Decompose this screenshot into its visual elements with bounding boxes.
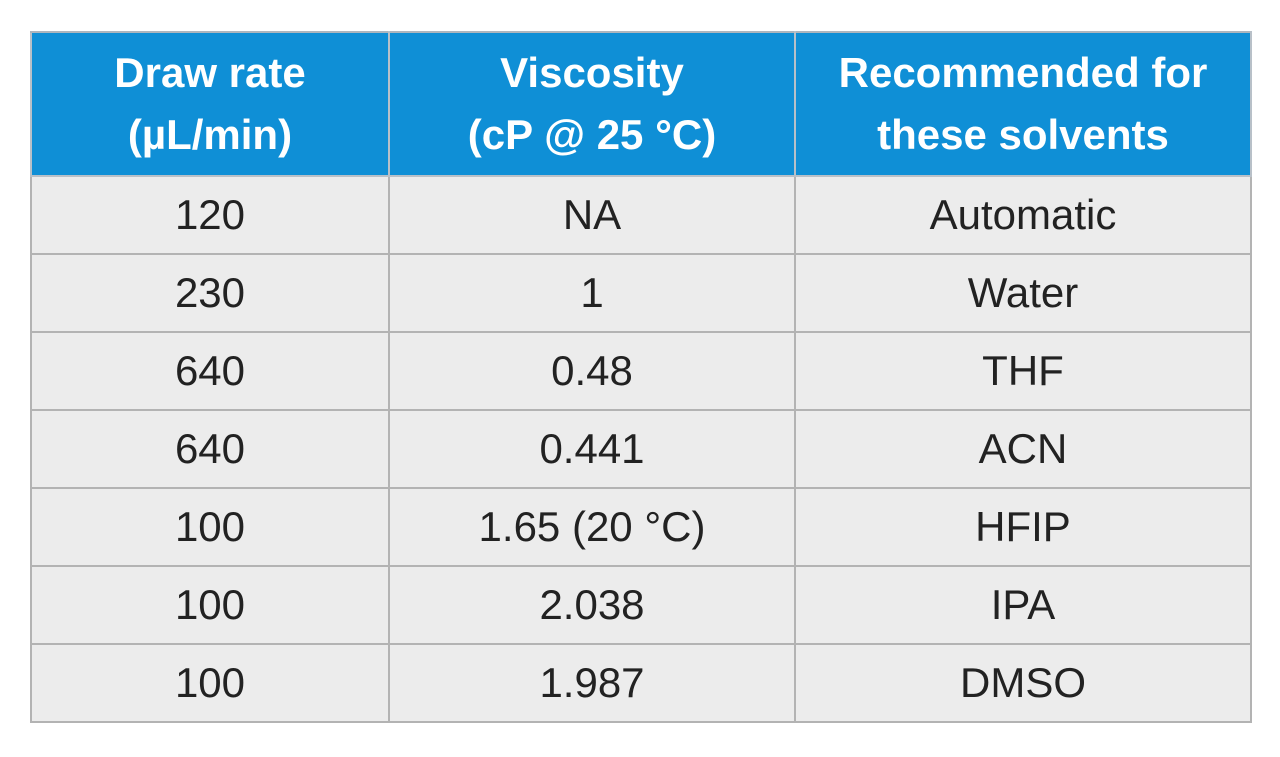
cell-solvent: THF: [794, 331, 1252, 411]
cell-viscosity: 1.65 (20 °C): [388, 487, 796, 567]
cell-viscosity: NA: [388, 175, 796, 255]
header-viscosity-line-1: Viscosity: [500, 49, 684, 96]
cell-solvent: Automatic: [794, 175, 1252, 255]
table-row: 640 0.48 THF: [30, 331, 1252, 411]
cell-draw-rate: 230: [30, 253, 390, 333]
cell-draw-rate: 100: [30, 487, 390, 567]
header-draw-rate: Draw rate (µL/min): [30, 31, 390, 177]
cell-viscosity: 2.038: [388, 565, 796, 645]
solvent-table: Draw rate (µL/min) Viscosity (cP @ 25 °C…: [30, 31, 1252, 723]
table-header: Draw rate (µL/min) Viscosity (cP @ 25 °C…: [30, 31, 1252, 177]
header-viscosity-line-2: (cP @ 25 °C): [467, 111, 717, 158]
table-row: 100 2.038 IPA: [30, 565, 1252, 645]
header-row: Draw rate (µL/min) Viscosity (cP @ 25 °C…: [30, 31, 1252, 177]
header-recommended-line-1: Recommended for: [838, 49, 1208, 96]
cell-solvent: IPA: [794, 565, 1252, 645]
header-viscosity: Viscosity (cP @ 25 °C): [388, 31, 796, 177]
table-row: 100 1.65 (20 °C) HFIP: [30, 487, 1252, 567]
table-body: 120 NA Automatic 230 1 Water 640 0.48 TH…: [30, 175, 1252, 723]
cell-viscosity: 1: [388, 253, 796, 333]
solvent-table-container: Draw rate (µL/min) Viscosity (cP @ 25 °C…: [30, 31, 1252, 723]
table-row: 120 NA Automatic: [30, 175, 1252, 255]
header-recommended-solvents: Recommended for these solvents: [794, 31, 1252, 177]
header-draw-rate-line-1: Draw rate: [114, 49, 306, 96]
cell-draw-rate: 640: [30, 331, 390, 411]
cell-viscosity: 1.987: [388, 643, 796, 723]
cell-draw-rate: 100: [30, 643, 390, 723]
cell-draw-rate: 640: [30, 409, 390, 489]
table-row: 230 1 Water: [30, 253, 1252, 333]
cell-solvent: ACN: [794, 409, 1252, 489]
header-draw-rate-line-2: (µL/min): [127, 111, 293, 158]
cell-viscosity: 0.441: [388, 409, 796, 489]
cell-draw-rate: 100: [30, 565, 390, 645]
cell-draw-rate: 120: [30, 175, 390, 255]
cell-solvent: HFIP: [794, 487, 1252, 567]
header-recommended-line-2: these solvents: [877, 111, 1169, 158]
table-row: 640 0.441 ACN: [30, 409, 1252, 489]
cell-viscosity: 0.48: [388, 331, 796, 411]
cell-solvent: Water: [794, 253, 1252, 333]
table-row: 100 1.987 DMSO: [30, 643, 1252, 723]
cell-solvent: DMSO: [794, 643, 1252, 723]
